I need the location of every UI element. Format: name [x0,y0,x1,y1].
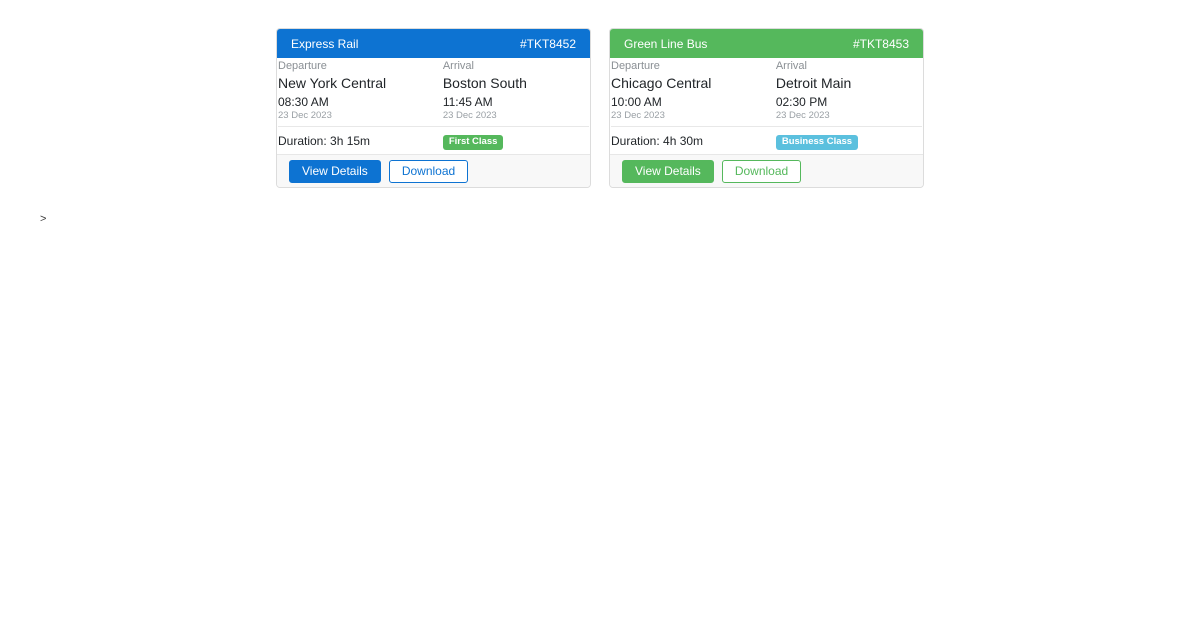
arrival-date: 23 Dec 2023 [442,110,497,121]
departure-date: 23 Dec 2023 [611,110,665,121]
departure-column: Departure Chicago Central 10:00 AM 23 De… [611,58,776,126]
departure-station: Chicago Central [611,75,712,91]
departure-label: Departure [611,60,660,72]
operator-name: Green Line Bus [624,36,708,51]
card-header: Express Rail #TKT8452 [277,29,590,58]
arrival-time: 11:45 AM [442,95,493,109]
view-details-button[interactable]: View Details [289,159,381,183]
arrival-column: Arrival Detroit Main 02:30 PM 23 Dec 202… [776,58,922,126]
class-badge: First Class [442,135,504,150]
card-body: Departure Chicago Central 10:00 AM 23 De… [610,58,923,154]
arrival-column: Arrival Boston South 11:45 AM 23 Dec 202… [443,58,589,126]
departure-station: New York Central [278,75,387,91]
divider [611,126,922,127]
ticket-number: #TKT8452 [519,36,576,51]
badge-cell: First Class [442,131,504,150]
card-footer: View Details Download [277,154,590,187]
arrival-station: Boston South [442,75,527,91]
duration-row: Duration: 4h 30m Business Class [611,127,922,154]
badge-cell: Business Class [775,131,859,150]
ticket-number: #TKT8453 [852,36,909,51]
tickets-row: Express Rail #TKT8452 Departure New York… [0,0,1200,188]
journey-columns: Departure Chicago Central 10:00 AM 23 De… [611,58,922,126]
arrival-date: 23 Dec 2023 [775,110,830,121]
download-button[interactable]: Download [721,159,802,183]
divider [278,126,589,127]
arrival-station: Detroit Main [775,75,852,91]
arrival-time: 02:30 PM [775,95,828,109]
card-footer: View Details Download [610,154,923,187]
departure-time: 10:00 AM [611,95,662,109]
view-details-button[interactable]: View Details [622,159,714,183]
download-button[interactable]: Download [388,159,469,183]
journey-columns: Departure New York Central 08:30 AM 23 D… [278,58,589,126]
departure-date: 23 Dec 2023 [278,110,332,121]
operator-name: Express Rail [291,36,359,51]
class-badge: Business Class [775,135,859,150]
departure-time: 08:30 AM [278,95,329,109]
ticket-card: Green Line Bus #TKT8453 Departure Chicag… [609,28,924,188]
departure-label: Departure [278,60,327,72]
card-header: Green Line Bus #TKT8453 [610,29,923,58]
duration-text: Duration: 3h 15m [278,133,371,148]
departure-column: Departure New York Central 08:30 AM 23 D… [278,58,443,126]
card-body: Departure New York Central 08:30 AM 23 D… [277,58,590,154]
arrival-label: Arrival [775,60,807,72]
duration-row: Duration: 3h 15m First Class [278,127,589,154]
arrival-label: Arrival [442,60,474,72]
stray-text: > [40,213,47,225]
duration-text: Duration: 4h 30m [611,133,704,148]
ticket-card: Express Rail #TKT8452 Departure New York… [276,28,591,188]
